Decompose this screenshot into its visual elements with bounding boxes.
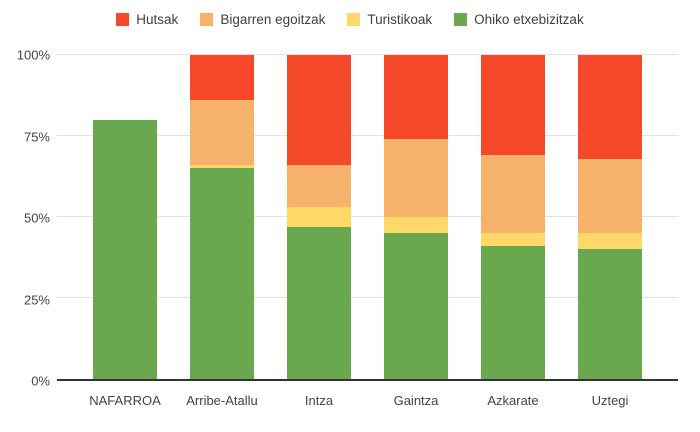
gridline-100 [57,54,678,55]
legend-swatch-icon [454,13,468,26]
legend-swatch-icon [116,13,130,26]
bar-segment-uztegi-turistikoak[interactable] [578,233,642,250]
bar-segment-intza-hutsak[interactable] [287,55,351,166]
legend-label: Hutsak [136,12,179,27]
bar-segment-uztegi-hutsak[interactable] [578,55,642,159]
y-axis: 0% 25% 50% 75% 100% [0,48,50,389]
legend-item-hutsak[interactable]: Hutsak [116,12,178,27]
gridline-75 [57,135,678,136]
bar-segment-azkarate-ohiko-etxebizitzak[interactable] [481,246,545,379]
bar-segment-uztegi-ohiko-etxebizitzak[interactable] [578,249,642,379]
bar-segment-arribe-atallu-hutsak[interactable] [190,55,254,101]
bar-segment-gaintza-turistikoak[interactable] [384,217,448,234]
y-tick-label-25: 25% [23,292,50,307]
bar-segment-azkarate-turistikoak[interactable] [481,233,545,247]
bar-gaintza [384,55,448,379]
legend-item-turistikoak[interactable]: Turistikoak [347,12,432,27]
y-tick-label-100: 100% [16,47,50,63]
legend-item-bigarren-egoitzak[interactable]: Bigarren egoitzak [200,12,325,27]
y-tick-label-50: 50% [23,210,50,226]
bar-segment-nafarroa-ohiko-etxebizitzak[interactable] [93,119,157,379]
bar-segment-gaintza-bigarren-egoitzak[interactable] [384,139,448,218]
bar-segment-arribe-atallu-ohiko-etxebizitzak[interactable] [190,168,254,379]
legend-swatch-icon [347,13,361,26]
bar-segment-azkarate-hutsak[interactable] [481,55,545,156]
plot-area [57,54,678,381]
x-tick-label-arribe-atallu: Arribe-Atallu [186,393,258,408]
bar-segment-azkarate-bigarren-egoitzak[interactable] [481,155,545,234]
legend-label: Bigarren egoitzak [220,12,326,27]
bar-segment-gaintza-hutsak[interactable] [384,55,448,140]
bar-nafarroa [93,55,157,379]
y-tick-label-75: 75% [23,129,50,144]
legend-item-ohiko-etxebizitzak[interactable]: Ohiko etxebizitzak [454,12,584,27]
bar-segment-arribe-atallu-turistikoak[interactable] [190,165,254,169]
legend-label: Ohiko etxebizitzak [474,12,584,27]
y-tick-label-0: 0% [31,373,50,389]
bar-segment-intza-turistikoak[interactable] [287,207,351,227]
bar-segment-uztegi-bigarren-egoitzak[interactable] [578,158,642,234]
gridline-25 [57,297,678,298]
x-tick-label-intza: Intza [304,393,334,408]
x-tick-label-uztegi: Uztegi [591,393,629,408]
bar-segment-arribe-atallu-bigarren-egoitzak[interactable] [190,100,254,166]
legend: Hutsak Bigarren egoitzak Turistikoak Ohiko … [0,12,700,27]
legend-swatch-icon [200,13,214,26]
x-tick-label-nafarroa: NAFARROA [89,393,161,408]
legend-label: Turistikoak [367,12,433,27]
bar-segment-intza-bigarren-egoitzak[interactable] [287,165,351,208]
bar-segment-intza-ohiko-etxebizitzak[interactable] [287,226,351,379]
x-tick-label-gaintza: Gaintza [393,393,439,408]
bar-arribe-atallu [190,55,254,379]
bar-uztegi [578,55,642,379]
x-axis: NAFARROA Arribe-Atallu Intza Gaintza Azkarat… [57,393,678,413]
gridline-50 [57,216,678,217]
bar-segment-gaintza-ohiko-etxebizitzak[interactable] [384,233,448,379]
bar-azkarate [481,55,545,379]
bar-intza [287,55,351,379]
x-tick-label-azkarate: Azkarate [487,393,539,408]
